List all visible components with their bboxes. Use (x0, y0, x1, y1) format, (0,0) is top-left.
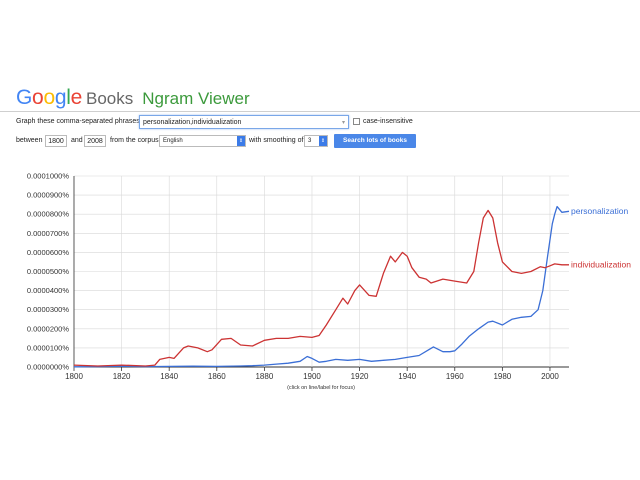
y-tick-label: 0.0000300% (27, 305, 69, 314)
smoothing-select[interactable]: 3 ⇕ (304, 135, 328, 147)
google-logo-letter: G (16, 86, 33, 109)
y-tick-label: 0.0000700% (27, 229, 69, 238)
y-tick-label: 0.0000100% (27, 343, 69, 352)
x-tick-label: 2000 (541, 372, 559, 381)
x-tick-label: 1880 (255, 372, 273, 381)
chart-series[interactable] (73, 205, 570, 368)
phrases-input[interactable]: personalization,individualization ▾ (139, 115, 349, 129)
y-tick-label: 0.0000900% (27, 191, 69, 200)
ngram-viewer-title: Ngram Viewer (142, 89, 250, 108)
x-tick-label: 1800 (65, 372, 83, 381)
series-label-personalization[interactable]: personalization (571, 206, 628, 216)
y-tick-label: 0.0000400% (27, 286, 69, 295)
between-label: between (16, 137, 43, 144)
google-logo-letter: g (54, 86, 67, 109)
x-tick-label: 1820 (113, 372, 131, 381)
y-tick-label: 0.0000000% (27, 363, 69, 372)
y-tick-label: 0.0000600% (27, 248, 69, 257)
end-year-input[interactable]: 2008 (84, 135, 106, 147)
smoothing-label: with smoothing of (249, 137, 304, 144)
case-insensitive-checkbox[interactable] (353, 118, 360, 125)
y-tick-label: 0.0000200% (27, 324, 69, 333)
y-tick-label: 0.0000800% (27, 210, 69, 219)
search-button[interactable]: Search lots of books (334, 134, 416, 148)
series-label-individualization[interactable]: individualization (571, 259, 631, 269)
x-tick-label: 1980 (493, 372, 511, 381)
x-tick-label: 1900 (303, 372, 321, 381)
case-insensitive-label: case-insensitive (363, 118, 413, 125)
chart-series-labels[interactable]: personalization individualization (571, 206, 631, 269)
phrases-input-value: personalization,individualization (143, 119, 242, 126)
chart-grid (73, 175, 569, 368)
and-label: and (71, 137, 83, 144)
books-label: Books (85, 89, 134, 108)
x-tick-label: 1940 (398, 372, 416, 381)
header-divider (0, 111, 640, 112)
smoothing-select-value: 3 (308, 138, 312, 144)
phrases-label: Graph these comma-separated phrases: (16, 118, 142, 125)
x-tick-label: 1840 (160, 372, 178, 381)
corpus-select[interactable]: English ⇕ (159, 135, 246, 147)
corpus-select-value: English (163, 138, 183, 144)
corpus-dropdown-icon: ⇕ (237, 136, 245, 146)
x-tick-label: 1860 (208, 372, 226, 381)
smoothing-dropdown-icon: ⇕ (319, 136, 327, 146)
chart-axes: 0.0000000% 0.0000100% 0.0000200% 0.0000300%… (27, 172, 560, 382)
series-line-individualization[interactable] (73, 209, 569, 367)
y-tick-label: 0.0001000% (27, 172, 69, 181)
google-logo: Google (16, 86, 82, 110)
series-line-personalization[interactable] (73, 205, 570, 368)
x-tick-label: 1960 (446, 372, 464, 381)
x-tick-label: 1920 (351, 372, 369, 381)
start-year-input[interactable]: 1800 (45, 135, 67, 147)
google-logo-letter: o (43, 86, 55, 109)
dropdown-arrow-icon[interactable]: ▾ (341, 120, 345, 126)
ngram-logo[interactable]: Google Books Ngram Viewer (16, 86, 250, 110)
corpus-label: from the corpus (110, 137, 159, 144)
google-logo-letter: l (66, 86, 71, 109)
google-logo-letter: e (70, 86, 83, 109)
google-logo-letter: o (32, 86, 44, 109)
y-tick-label: 0.0000500% (27, 267, 69, 276)
focus-hint: (click on line/label for focus) (287, 385, 355, 391)
